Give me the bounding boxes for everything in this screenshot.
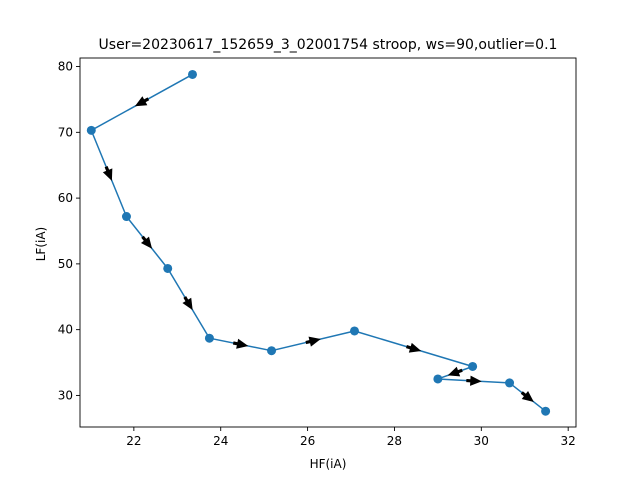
direction-arrow <box>232 338 249 349</box>
data-point <box>541 406 551 416</box>
data-point <box>468 361 478 371</box>
x-tick-label: 24 <box>213 434 228 448</box>
axes-frame <box>79 57 577 428</box>
x-tick-label: 28 <box>387 434 402 448</box>
direction-arrow <box>182 296 193 311</box>
y-axis-label: LF(iA) <box>34 227 48 262</box>
direction-arrow <box>102 165 113 181</box>
y-tick-label: 50 <box>58 257 73 271</box>
data-point <box>267 346 277 356</box>
direction-arrow <box>140 235 153 249</box>
direction-arrow <box>520 390 534 402</box>
direction-arrow <box>466 375 482 386</box>
data-point <box>86 125 96 135</box>
data-point <box>121 212 131 222</box>
data-point <box>349 326 359 336</box>
x-axis-label: HF(iA) <box>310 457 347 471</box>
data-point <box>204 333 214 343</box>
chart-title: User=20230617_152659_3_02001754 stroop, … <box>99 37 558 53</box>
data-point <box>187 69 197 79</box>
x-tick-label: 22 <box>126 434 141 448</box>
direction-arrow <box>134 96 150 107</box>
x-tick-label: 30 <box>474 434 489 448</box>
y-tick-label: 70 <box>58 125 73 139</box>
y-tick-label: 30 <box>58 388 73 402</box>
data-point <box>163 263 173 273</box>
y-tick-label: 60 <box>58 191 73 205</box>
direction-arrow <box>406 342 422 353</box>
plot-area: 22 24 26 28 30 32 30 40 50 60 70 80 <box>58 57 577 448</box>
direction-arrow <box>447 366 463 377</box>
direction-arrow <box>305 336 321 347</box>
y-tick-label: 80 <box>58 60 73 74</box>
x-tick-label: 32 <box>561 434 576 448</box>
y-tick-label: 40 <box>58 323 73 337</box>
data-point <box>505 378 515 388</box>
data-point <box>433 374 443 384</box>
x-tick-label: 26 <box>300 434 315 448</box>
